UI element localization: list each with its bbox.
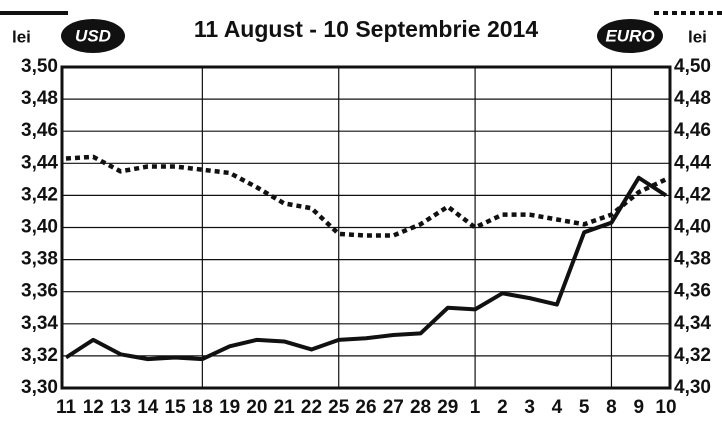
x-tick-label: 27 [383, 397, 404, 418]
legend-badge [61, 19, 125, 53]
x-tick-label: 3 [524, 397, 535, 418]
y-tick-label: 3,40 [21, 217, 58, 238]
x-tick-label: 10 [655, 397, 676, 418]
series-line [65, 154, 667, 238]
y-tick-label: 3,34 [21, 313, 58, 334]
y2-tick-label: 4,42 [674, 184, 711, 205]
x-tick-label: 22 [301, 397, 322, 418]
legend-badge [597, 19, 663, 53]
y2-axis-label: lei [688, 27, 707, 46]
y2-tick-label: 4,40 [674, 217, 711, 238]
y2-tick-label: 4,44 [674, 152, 711, 173]
x-tick-label: 19 [219, 397, 240, 418]
legend-label: EURO [605, 26, 654, 45]
y2-tick-label: 4,50 [674, 56, 711, 77]
y2-tick-label: 4,48 [674, 88, 711, 109]
x-tick-label: 28 [410, 397, 431, 418]
y-axis-label: lei [12, 27, 31, 46]
x-tick-label: 11 [56, 397, 77, 418]
y2-tick-label: 4,36 [674, 281, 711, 302]
y-tick-label: 3,30 [21, 377, 58, 398]
y2-tick-label: 4,32 [674, 345, 711, 366]
y-tick-label: 3,32 [21, 345, 58, 366]
x-tick-label: 14 [137, 397, 159, 418]
series-line [64, 175, 668, 362]
legend-label: USD [75, 26, 111, 45]
y2-tick-label: 4,46 [674, 120, 711, 141]
x-tick-label: 12 [83, 397, 104, 418]
x-tick-label: 5 [579, 397, 590, 418]
x-tick-label: 29 [437, 397, 458, 418]
plot-frame [60, 65, 672, 390]
x-tick-label: 9 [633, 397, 644, 418]
y2-tick-label: 4,38 [674, 249, 711, 270]
x-tick-label: 20 [246, 397, 267, 418]
x-tick-label: 13 [110, 397, 131, 418]
x-tick-label: 8 [606, 397, 617, 418]
y-tick-label: 3,50 [21, 56, 58, 77]
x-tick-label: 4 [552, 397, 563, 418]
y-tick-label: 3,36 [21, 281, 58, 302]
x-tick-label: 25 [328, 397, 350, 418]
y2-tick-label: 4,34 [674, 313, 711, 334]
y-tick-label: 3,44 [21, 152, 58, 173]
x-tick-label: 18 [192, 397, 213, 418]
y-tick-label: 3,48 [21, 88, 58, 109]
chart-title: 11 August - 10 Septembrie 2014 [194, 16, 539, 42]
y-tick-label: 3,38 [21, 249, 58, 270]
y-tick-label: 3,46 [21, 120, 58, 141]
x-tick-label: 21 [274, 397, 296, 418]
x-tick-label: 2 [497, 397, 508, 418]
x-tick-label: 26 [355, 397, 376, 418]
y-tick-label: 3,42 [21, 184, 58, 205]
x-tick-label: 15 [165, 397, 187, 418]
y2-tick-label: 4,30 [674, 377, 711, 398]
x-tick-label: 1 [470, 397, 481, 418]
